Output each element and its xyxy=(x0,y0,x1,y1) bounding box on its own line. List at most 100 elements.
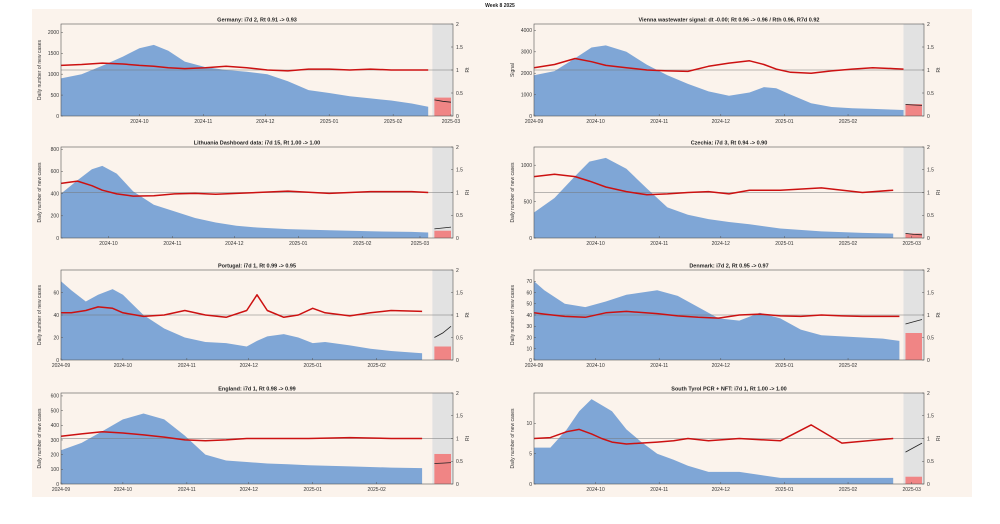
x-tick-label: 2024-11 xyxy=(163,241,181,247)
x-tick-label: 2025-01 xyxy=(775,119,794,125)
rt-line xyxy=(533,424,894,445)
forecast-rt-line xyxy=(434,99,452,103)
chart-title: England: i7d 1, Rt 0.98 -> 0.99 xyxy=(218,387,295,393)
x-tick-label: 2024-10 xyxy=(586,363,605,369)
rt-tick-label: 2 xyxy=(927,22,930,28)
rt-tick-label: 2 xyxy=(456,268,459,274)
chart-title: Portugal: i7d 1, Rt 0.99 -> 0.95 xyxy=(218,264,296,270)
rt-tick-label: 0 xyxy=(456,236,459,242)
x-tick-label: 2025-01 xyxy=(775,363,794,369)
rt-tick-label: 1.5 xyxy=(927,414,934,420)
x-tick-label: 2024-10 xyxy=(586,487,605,493)
y-tick-label: 5 xyxy=(529,451,532,457)
cases-area xyxy=(61,44,429,116)
forecast-cases-area xyxy=(905,476,922,484)
y-axis-label: Daily number of new cases xyxy=(37,39,43,100)
x-tick-label: 2024-10 xyxy=(586,241,605,247)
rt-axis-label: Rt xyxy=(465,312,471,318)
y-tick-label: 2000 xyxy=(48,30,59,36)
y-tick-label: 0 xyxy=(529,236,532,242)
y-tick-label: 0 xyxy=(529,358,532,364)
forecast-cases-area xyxy=(434,346,451,360)
rt-tick-label: 0.5 xyxy=(456,213,463,219)
y-axis-label: Daily number of new cases xyxy=(37,408,43,469)
forecast-rt-line xyxy=(905,442,923,453)
y-tick-label: 10 xyxy=(526,421,532,427)
y-tick-label: 0 xyxy=(56,358,59,364)
y-tick-label: 4000 xyxy=(521,28,532,34)
rt-axis-label: Rt xyxy=(465,435,471,441)
rt-tick-label: 1 xyxy=(927,313,930,319)
y-tick-label: 3000 xyxy=(521,50,532,56)
x-tick-label: 2024-12 xyxy=(712,241,731,247)
x-tick-label: 2025-02 xyxy=(839,119,858,125)
chart-panel-7: 0 100 200 300 400 500 600 0 0.5 1 1.5 2 2024-09 2024-… xyxy=(37,387,471,494)
x-tick-label: 2024-09 xyxy=(525,363,544,369)
x-tick-label: 2025-03 xyxy=(903,487,922,493)
x-tick-label: 2025-01 xyxy=(289,241,308,247)
rt-tick-label: 0 xyxy=(927,482,930,488)
forecast-cases-area xyxy=(905,104,922,116)
y-tick-label: 0 xyxy=(56,482,59,488)
y-tick-label: 500 xyxy=(51,93,60,99)
rt-tick-label: 1 xyxy=(456,436,459,442)
x-tick-label: 2024-10 xyxy=(114,487,133,493)
rt-axis-label: Rt xyxy=(465,67,471,73)
y-tick-label: 500 xyxy=(51,408,60,414)
cases-area xyxy=(534,45,904,116)
rt-axis-label: Rt xyxy=(936,435,942,441)
rt-tick-label: 0 xyxy=(456,482,459,488)
cases-area xyxy=(61,165,429,238)
x-tick-label: 2024-11 xyxy=(650,241,668,247)
y-tick-label: 30 xyxy=(526,324,532,330)
rt-tick-label: 0 xyxy=(456,114,459,120)
cases-area xyxy=(534,281,900,360)
forecast-cases-area xyxy=(434,230,451,238)
chart-panel-8: 0 5 10 0 0.5 1 1.5 2 2024-10 2024-11 2024-12 2025-0… xyxy=(510,387,942,494)
rt-tick-label: 2 xyxy=(927,268,930,274)
rt-tick-label: 0.5 xyxy=(927,91,934,97)
y-tick-label: 500 xyxy=(524,199,533,205)
x-tick-label: 2025-01 xyxy=(304,363,323,369)
y-tick-label: 800 xyxy=(51,147,60,153)
x-tick-label: 2024-10 xyxy=(586,119,605,125)
y-tick-label: 70 xyxy=(526,279,532,285)
rt-tick-label: 1.5 xyxy=(927,290,934,296)
x-tick-label: 2024-11 xyxy=(178,363,196,369)
forecast-cases-area xyxy=(434,453,451,484)
rt-tick-label: 2 xyxy=(927,145,930,151)
y-tick-label: 300 xyxy=(51,438,60,444)
rt-axis-label: Rt xyxy=(465,189,471,195)
x-tick-label: 2024-12 xyxy=(256,119,275,125)
x-tick-label: 2025-02 xyxy=(839,487,858,493)
x-tick-label: 2024-12 xyxy=(712,487,731,493)
rt-tick-label: 0.5 xyxy=(456,91,463,97)
chart-panel-3: 0 200 400 600 800 0 0.5 1 1.5 2 2024-10 2024-11 2024… xyxy=(37,141,471,248)
rt-axis-label: Rt xyxy=(936,67,942,73)
rt-tick-label: 2 xyxy=(927,391,930,397)
y-tick-label: 60 xyxy=(53,290,59,296)
chart-panel-1: 0 500 1000 1500 2000 0 0.5 1 1.5 2 2024-10 2024-11 2… xyxy=(37,18,471,126)
y-tick-label: 0 xyxy=(56,114,59,120)
rt-line xyxy=(533,310,900,319)
y-tick-label: 200 xyxy=(51,214,60,220)
x-tick-label: 2024-09 xyxy=(52,363,71,369)
forecast-rt-line xyxy=(434,462,452,464)
cases-area xyxy=(61,413,423,484)
y-tick-label: 0 xyxy=(529,114,532,120)
y-tick-label: 0 xyxy=(529,482,532,488)
x-tick-label: 2024-12 xyxy=(240,487,259,493)
cases-area xyxy=(61,281,423,360)
chart-title: Germany: i7d 2, Rt 0.91 -> 0.93 xyxy=(217,18,297,24)
y-tick-label: 40 xyxy=(526,313,532,319)
x-tick-label: 2024-11 xyxy=(650,487,668,493)
x-tick-label: 2025-02 xyxy=(839,241,858,247)
forecast-rt-line xyxy=(434,325,452,338)
chart-title: South Tyrol PCR + NFT: i7d 1, Rt 1.00 ->… xyxy=(671,387,786,393)
forecast-rt-line xyxy=(905,233,923,236)
rt-tick-label: 1 xyxy=(927,190,930,196)
y-tick-label: 400 xyxy=(51,191,60,197)
rt-tick-label: 2 xyxy=(456,391,459,397)
rt-tick-label: 0.5 xyxy=(927,213,934,219)
rt-line xyxy=(60,430,423,442)
